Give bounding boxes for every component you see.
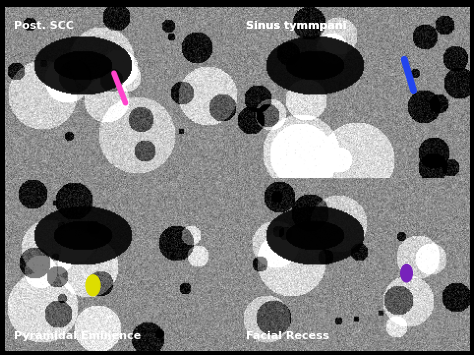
- Ellipse shape: [86, 275, 100, 296]
- Text: Facial Recess: Facial Recess: [246, 331, 329, 340]
- Text: Pyramidal Eminence: Pyramidal Eminence: [14, 331, 141, 340]
- Text: Sinus tymmpani: Sinus tymmpani: [246, 21, 347, 31]
- Ellipse shape: [401, 264, 412, 282]
- Text: Sinus tymmpani: Sinus tymmpani: [246, 21, 347, 31]
- Text: Post. SCC: Post. SCC: [14, 21, 74, 31]
